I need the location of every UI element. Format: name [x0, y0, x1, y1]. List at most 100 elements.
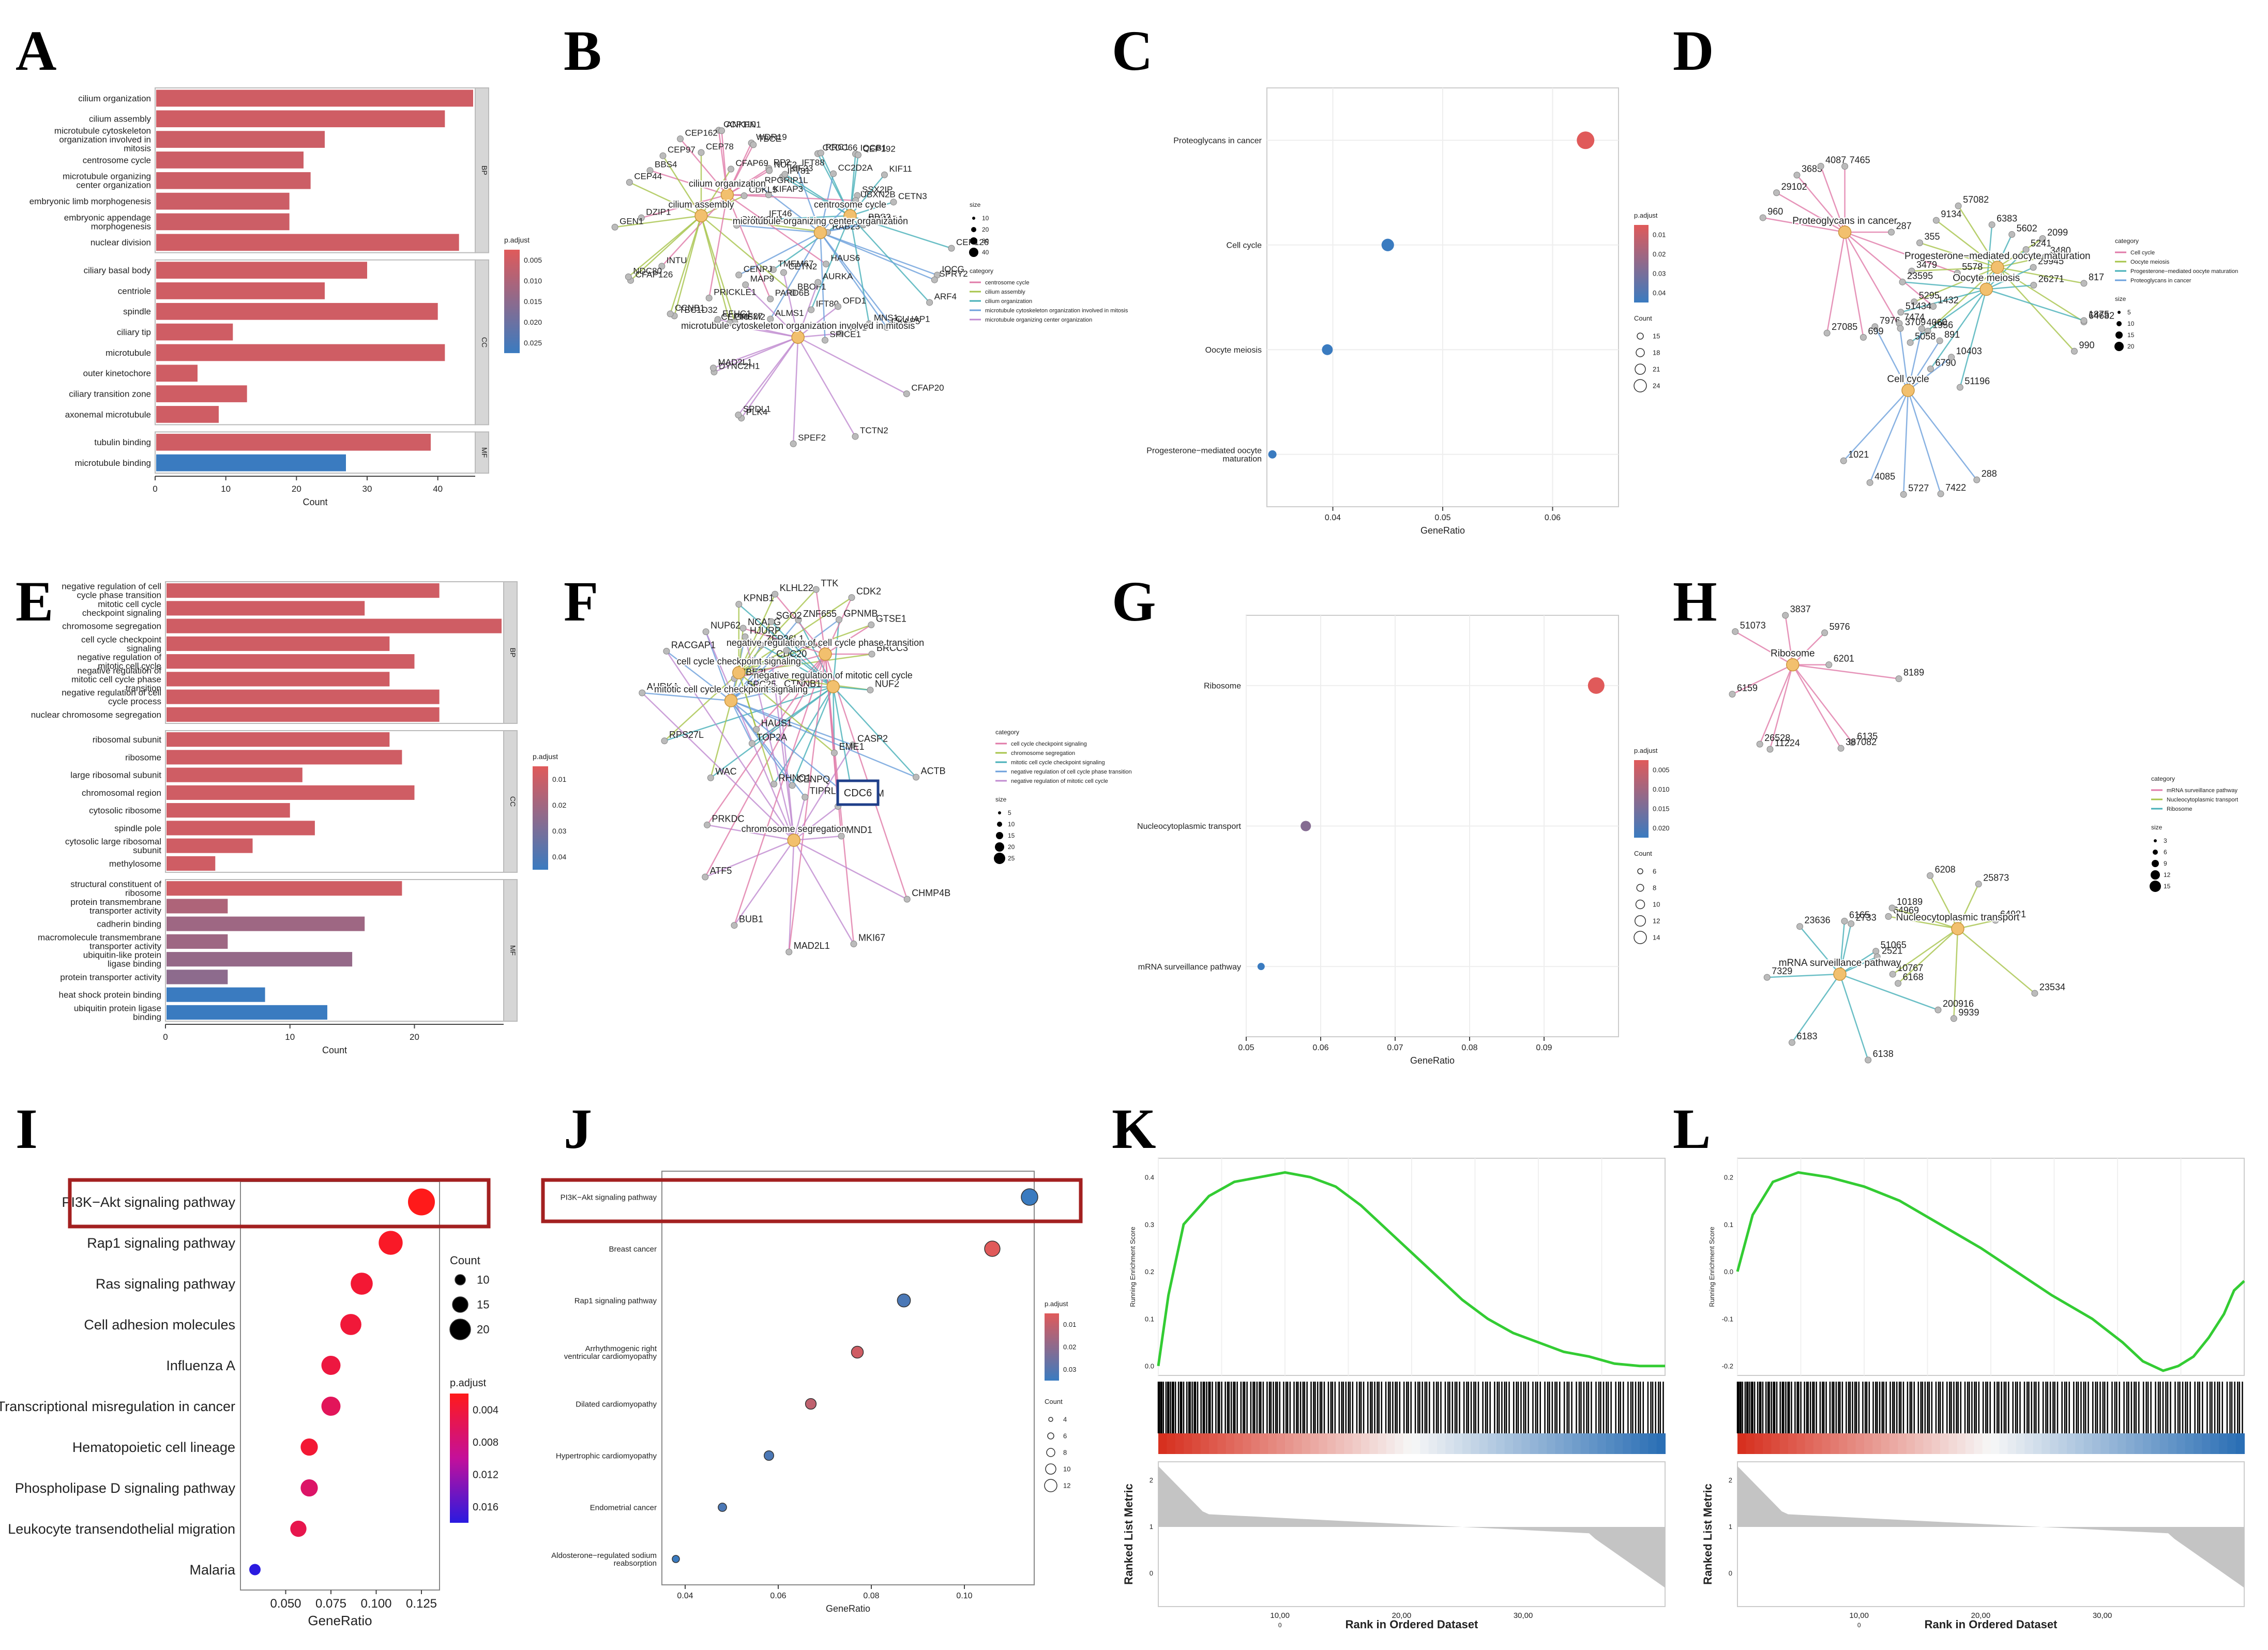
b-category-legend-title: category [970, 267, 993, 275]
k-rank-heat [1310, 1433, 1320, 1454]
b-gene-node [890, 199, 897, 206]
h-category-label: mRNA surveillance pathway [1779, 958, 1901, 968]
f-gene-label: NUP62 [710, 620, 740, 631]
g-point-label: Nucleocytoplasmic transport [1137, 822, 1242, 831]
d-edge [1959, 289, 1987, 388]
b-gene-node [658, 263, 666, 270]
b-gene-node [698, 149, 705, 156]
b-gene-node [948, 245, 955, 252]
j-point-label: Breast cancer [609, 1245, 657, 1253]
b-gene-node [852, 197, 859, 204]
j-colorbar [1045, 1313, 1059, 1381]
k-rank-heat [1327, 1433, 1336, 1454]
e-bar-label: ligase binding [108, 959, 161, 969]
panel-letter-f: F [564, 570, 598, 633]
k-rank-heat [1521, 1433, 1531, 1454]
f-gene-node [802, 794, 809, 801]
k-metric-tick-label: 0 [1150, 1569, 1153, 1577]
f-edge [730, 700, 854, 800]
b-edge [810, 215, 851, 310]
k-y-axis-label: Running Enrichment Score [1129, 1227, 1137, 1307]
i-size-legend-label: 15 [477, 1298, 489, 1311]
h-edge [1785, 615, 1794, 665]
a-bar-label: microtubule [105, 348, 151, 358]
a-bar-label: morphogenesis [91, 221, 151, 231]
d-gene-label: 51196 [1964, 376, 1990, 386]
b-gene-node [926, 299, 933, 306]
i-x-axis-label: GeneRatio [308, 1613, 372, 1628]
f-edge [734, 653, 826, 679]
h-size-legend-dot [2150, 881, 2161, 892]
f-edge [738, 621, 772, 673]
b-edge [797, 337, 907, 395]
b-gene-label: CEP78 [706, 142, 734, 152]
k-metric-area [1158, 1466, 1665, 1588]
d-gene-label: 23595 [1907, 270, 1933, 281]
d-size-legend-label: 10 [2127, 320, 2135, 327]
b-gene-label: DZIP1 [646, 207, 671, 217]
f-edge [793, 797, 806, 841]
a-bar-label: microtubule cytoskeleton [54, 126, 151, 136]
h-gene-node [1895, 675, 1902, 683]
c-x-tick-label: 0.06 [1545, 513, 1561, 522]
b-edge [662, 155, 702, 216]
e-bar [167, 732, 390, 747]
l-x-tick-label: 30,00 [2093, 1611, 2112, 1620]
d-gene-label: 10403 [1956, 346, 1982, 356]
i-point-label: Transcriptional misregulation in cancer [0, 1399, 235, 1414]
h-gene-label: 10767 [1897, 963, 1923, 973]
h-gene-node [1837, 745, 1844, 752]
h-edge [1892, 928, 1958, 975]
b-gene-label: SSX2IP [862, 185, 893, 194]
f-edge [733, 840, 795, 926]
l-rank-heat [1915, 1433, 1924, 1454]
f-gene-node [868, 650, 875, 658]
d-gene-label: 960 [1767, 206, 1783, 217]
b-gene-label: GPSM2 [734, 312, 765, 322]
b-gene-node [710, 365, 717, 372]
f-edge [738, 597, 852, 674]
d-gene-node [2039, 235, 2046, 242]
panel-l-gsea-plot: 0.2 0.1 0.0 -0.1 -0.2 Running Enrichment Scor… [1701, 1158, 2245, 1631]
b-size-legend-dot [971, 227, 976, 232]
d-edge [1843, 390, 1909, 461]
h-edge [1799, 926, 1840, 975]
d-gene-label: 3685 [1802, 164, 1822, 174]
e-bar [167, 672, 390, 687]
h-gene-label: 23534 [2039, 982, 2065, 992]
b-gene-label: CDKL5 [749, 185, 777, 195]
d-edge [1936, 220, 1998, 268]
d-category-legend-label: Cell cycle [2130, 250, 2155, 256]
d-gene-label: 5602 [2017, 223, 2037, 233]
b-gene-label: RPGRIP1L [765, 175, 808, 185]
b-edge [820, 173, 834, 233]
h-gene-label: 51065 [1881, 940, 1907, 950]
f-edge [832, 619, 840, 687]
a-bar-label: embryonic appendage [64, 213, 151, 222]
f-gene-node [742, 633, 749, 641]
h-size-legend-dot [2152, 860, 2159, 867]
a-bar-label: ciliary tip [117, 327, 151, 337]
b-edge [769, 232, 821, 320]
f-gene-label: ZFP36L1 [766, 634, 804, 644]
d-gene-label: 5241 [2031, 238, 2051, 249]
f-edge [774, 594, 826, 655]
d-size-legend-label: 5 [2127, 309, 2131, 316]
b-gene-node [808, 306, 815, 313]
l-rank-heat [2033, 1433, 2042, 1454]
e-bar-label: cadherin binding [97, 919, 161, 929]
h-gene-node [1841, 917, 1848, 925]
l-rank-heat [1779, 1433, 1789, 1454]
i-x-tick-label: 0.125 [406, 1597, 437, 1611]
b-edge [820, 232, 887, 328]
b-gene-label: GEN1 [619, 216, 643, 226]
j-size-legend-dot [1045, 1463, 1056, 1475]
i-point-label: Ras signaling pathway [96, 1276, 236, 1292]
k-rank-heat [1276, 1433, 1286, 1454]
b-size-legend-dot [969, 248, 978, 257]
j-point-label: Hypertrophic cardiomyopathy [556, 1451, 657, 1460]
d-edge [1985, 224, 1993, 290]
c-size-legend-dot [1636, 348, 1645, 357]
h-edge [1791, 974, 1841, 1043]
l-rank-heat [1864, 1433, 1873, 1454]
